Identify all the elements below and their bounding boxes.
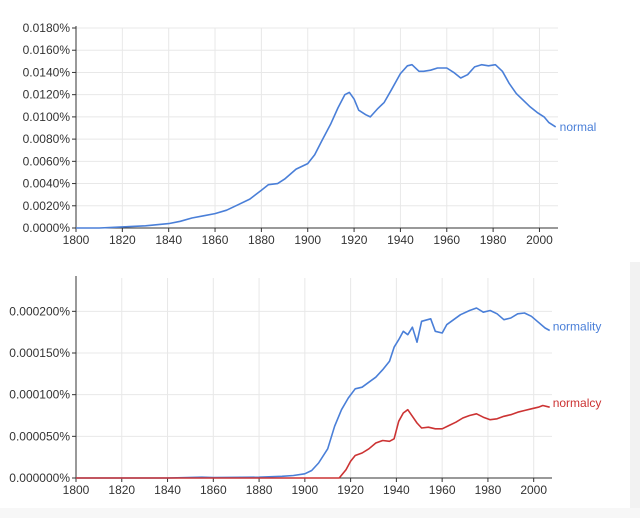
- y-tick-label: 0.000000%: [9, 471, 70, 485]
- series-line-normal: [76, 63, 557, 229]
- x-tick-label: 2000: [520, 483, 547, 497]
- y-tick-label: 0.000100%: [9, 388, 70, 402]
- x-tick-label: 2000: [526, 233, 553, 247]
- x-tick-label: 1980: [475, 483, 502, 497]
- footer-strip: [0, 508, 640, 518]
- y-tick-label: 0.0060%: [23, 154, 71, 168]
- x-tick-label: 1980: [480, 233, 507, 247]
- series-label-normal: normal: [560, 120, 597, 134]
- x-tick-label: 1880: [248, 233, 275, 247]
- y-tick-label: 0.0020%: [23, 199, 71, 213]
- x-tick-label: 1880: [246, 483, 273, 497]
- x-tick-label: 1940: [383, 483, 410, 497]
- x-tick-label: 1920: [337, 483, 364, 497]
- side-strip: [630, 262, 640, 508]
- series-label-normalcy: normalcy: [553, 396, 602, 410]
- series-label-normality: normality: [553, 320, 602, 334]
- x-tick-label: 1840: [154, 483, 181, 497]
- y-tick-label: 0.0000%: [23, 221, 71, 235]
- y-tick-label: 0.000150%: [9, 346, 70, 360]
- x-tick-label: 1920: [341, 233, 368, 247]
- y-tick-label: 0.0160%: [23, 43, 71, 57]
- x-tick-label: 1900: [294, 233, 321, 247]
- x-tick-label: 1940: [387, 233, 414, 247]
- x-tick-label: 1860: [200, 483, 227, 497]
- y-tick-label: 0.000200%: [9, 304, 70, 318]
- y-tick-label: 0.0040%: [23, 177, 71, 191]
- y-tick-label: 0.0100%: [23, 110, 71, 124]
- series-line-normalcy: [76, 404, 550, 479]
- x-tick-label: 1860: [202, 233, 229, 247]
- normality-normalcy-chart: 1800 1820 1840 1860 1880 1900 1920 1940 1960 1980…: [9, 276, 601, 497]
- y-tick-label: 0.0140%: [23, 65, 71, 79]
- x-tick-label: 1900: [291, 483, 318, 497]
- y-tick-label: 0.0120%: [23, 88, 71, 102]
- x-tick-label: 1800: [63, 483, 90, 497]
- x-tick-label: 1840: [155, 233, 182, 247]
- series-line-normality: [76, 307, 551, 479]
- x-tick-label: 1820: [108, 483, 135, 497]
- y-tick-label: 0.0080%: [23, 132, 71, 146]
- y-tick-label: 0.000050%: [9, 429, 70, 443]
- x-tick-label: 1800: [63, 233, 90, 247]
- y-tick-label: 0.0180%: [23, 21, 71, 35]
- x-tick-label: 1960: [433, 233, 460, 247]
- normal-chart: 1800 1820 1840 1860 1880 1900 1920 1940 1960 1980…: [23, 21, 597, 247]
- x-tick-label: 1820: [109, 233, 136, 247]
- x-tick-label: 1960: [429, 483, 456, 497]
